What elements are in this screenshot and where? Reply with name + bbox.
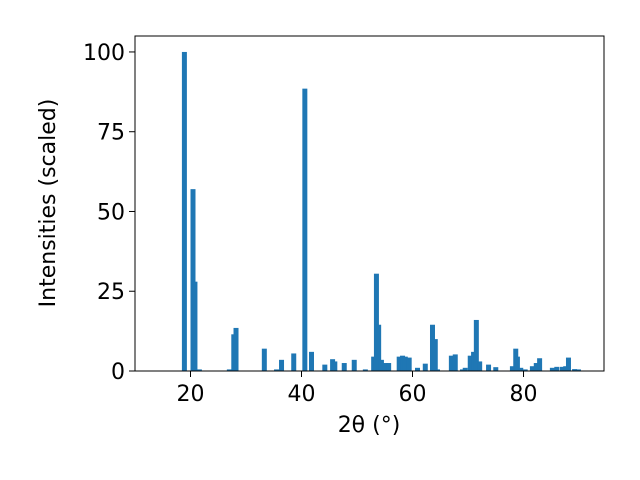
bar [522, 369, 528, 371]
bar [422, 363, 428, 371]
bar [473, 319, 479, 371]
bar [575, 369, 581, 371]
bar [514, 356, 520, 371]
bar [452, 354, 458, 371]
bar [477, 361, 483, 371]
bar [351, 359, 357, 371]
x-tick-label: 60 [399, 382, 427, 407]
bar [396, 356, 402, 371]
bar [572, 369, 578, 371]
bar [386, 363, 392, 371]
bar [382, 363, 388, 371]
bar [226, 369, 232, 371]
bar [537, 358, 543, 371]
bar [486, 364, 492, 371]
bar [362, 369, 368, 371]
bar [291, 353, 297, 371]
bar [274, 369, 280, 371]
bar [432, 339, 438, 371]
bar [261, 348, 267, 371]
bar [302, 88, 308, 372]
bar [233, 327, 239, 371]
bar [434, 369, 440, 371]
y-axis-label: Intensities (scaled) [36, 99, 61, 308]
bar [429, 324, 435, 371]
bar [332, 361, 338, 371]
bar [533, 363, 539, 371]
bar [279, 359, 285, 371]
bar [565, 357, 571, 371]
bar [493, 367, 499, 371]
bar [309, 351, 314, 371]
bar [341, 363, 347, 371]
bar [190, 189, 196, 371]
bar [376, 324, 382, 371]
bar [373, 273, 379, 371]
bar [400, 355, 406, 371]
y-tick-label: 75 [97, 121, 125, 146]
bar [509, 366, 515, 371]
bar [459, 369, 465, 371]
x-tick-label: 80 [510, 382, 538, 407]
bar [192, 281, 198, 371]
bar [371, 356, 377, 371]
y-tick-label: 50 [97, 200, 125, 225]
bar [462, 367, 468, 371]
bar [322, 364, 328, 371]
bar [518, 367, 524, 371]
y-tick-label: 0 [111, 360, 125, 385]
bar [554, 366, 560, 371]
y-tick-label: 100 [83, 41, 125, 66]
bar [471, 351, 477, 371]
bar [448, 355, 454, 371]
plot-frame [134, 35, 605, 372]
bar [378, 359, 384, 371]
bar [549, 367, 555, 371]
bar [559, 366, 565, 371]
bar [529, 366, 535, 371]
bar [415, 367, 421, 371]
bar [181, 51, 187, 371]
bar [406, 357, 412, 371]
y-tick-label: 25 [97, 280, 125, 305]
bar [467, 355, 473, 371]
bar [563, 366, 569, 371]
x-axis-label: 2θ (°) [338, 413, 401, 438]
x-tick-label: 40 [288, 382, 316, 407]
x-tick-label: 20 [177, 382, 205, 407]
bar [196, 369, 202, 371]
bar [402, 356, 408, 371]
